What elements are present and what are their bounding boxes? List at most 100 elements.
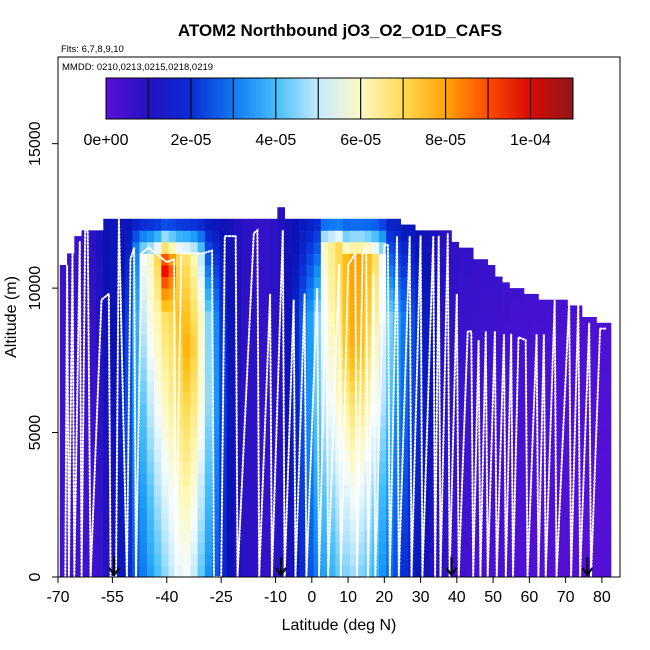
heatmap-cell	[233, 299, 242, 312]
heatmap-cell	[299, 218, 307, 231]
heatmap-cell	[342, 392, 351, 405]
heatmap-cell	[262, 276, 271, 289]
heatmap-cell	[291, 357, 300, 370]
heatmap-cell	[248, 311, 256, 324]
heatmap-cell	[117, 322, 126, 335]
heatmap-cell	[146, 530, 155, 543]
heatmap-cell	[190, 438, 198, 451]
heatmap-cell	[226, 345, 235, 358]
heatmap-cell	[190, 276, 198, 289]
heatmap-cell	[81, 334, 90, 347]
heatmap-cell	[139, 230, 148, 243]
heatmap-cell	[277, 496, 286, 509]
heatmap-cell	[523, 403, 532, 416]
heatmap-cell	[458, 299, 467, 312]
heatmap-cell	[88, 461, 97, 474]
heatmap-cell	[226, 265, 235, 277]
heatmap-cell	[175, 484, 184, 497]
heatmap-cell	[190, 530, 198, 543]
heatmap-cell	[183, 230, 191, 243]
heatmap-cell	[291, 276, 300, 289]
heatmap-cell	[212, 565, 220, 578]
heatmap-cell	[255, 461, 264, 474]
heatmap-cell	[306, 322, 315, 335]
heatmap-cell	[284, 265, 293, 277]
heatmap-cell	[204, 392, 213, 405]
heatmap-cell	[146, 507, 155, 520]
heatmap-cell	[531, 322, 539, 335]
heatmap-cell	[386, 218, 394, 231]
heatmap-cell	[81, 392, 90, 405]
heatmap-cell	[400, 230, 409, 243]
heatmap-cell	[248, 426, 256, 439]
heatmap-cell	[204, 345, 213, 358]
heatmap-cell	[204, 357, 213, 370]
heatmap-cell	[277, 403, 286, 416]
heatmap-cell	[197, 473, 206, 485]
heatmap-cell	[96, 230, 104, 243]
heatmap-cell	[125, 530, 133, 543]
heatmap-cell	[175, 519, 184, 532]
heatmap-cell	[59, 311, 68, 324]
heatmap-cell	[560, 519, 568, 532]
heatmap-cell	[103, 496, 111, 509]
x-tick-label: 70	[557, 589, 575, 606]
heatmap-cell	[574, 507, 583, 520]
heatmap-cell	[168, 403, 177, 416]
heatmap-cell	[233, 218, 242, 231]
heatmap-cell	[226, 426, 235, 439]
heatmap-cell	[422, 241, 431, 254]
heatmap-cell	[262, 438, 271, 451]
heatmap-cell	[103, 473, 111, 485]
heatmap-cell	[306, 288, 315, 301]
heatmap-cell	[233, 253, 242, 266]
heatmap-cell	[581, 553, 590, 566]
heatmap-cell	[262, 322, 271, 335]
heatmap-cell	[161, 369, 169, 381]
heatmap-cell	[270, 357, 278, 370]
heatmap-cell	[299, 553, 307, 566]
heatmap-cell	[313, 553, 322, 566]
heatmap-cell	[284, 415, 293, 428]
heatmap-cell	[132, 403, 140, 416]
heatmap-cell	[523, 311, 532, 324]
heatmap-cell	[96, 380, 104, 393]
x-tick-label: 40	[448, 589, 466, 606]
heatmap-cell	[277, 207, 286, 220]
heatmap-cell	[204, 530, 213, 543]
heatmap-cell	[81, 369, 90, 381]
x-tick-label: 80	[593, 589, 611, 606]
heatmap-cell	[168, 276, 177, 289]
heatmap-cell	[270, 565, 278, 578]
heatmap-cell	[400, 253, 409, 266]
heatmap-cell	[277, 415, 286, 428]
heatmap-cell	[161, 542, 169, 555]
heatmap-cell	[248, 473, 256, 485]
heatmap-cell	[175, 218, 184, 231]
heatmap-cell	[386, 311, 394, 324]
heatmap-cell	[190, 253, 198, 266]
heatmap-cell	[233, 334, 242, 347]
x-tick-label: -25	[210, 589, 233, 606]
heatmap-cell	[81, 357, 90, 370]
heatmap-cell	[400, 224, 409, 231]
heatmap-cell	[161, 507, 169, 520]
heatmap-cell	[175, 507, 184, 520]
heatmap-cell	[88, 426, 97, 439]
heatmap-cell	[248, 519, 256, 532]
heatmap-cell	[516, 473, 525, 485]
heatmap-cell	[284, 230, 293, 243]
colorbar-segment	[360, 77, 404, 120]
heatmap-cell	[328, 265, 336, 277]
heatmap-cell	[190, 299, 198, 312]
heatmap-cell	[67, 553, 75, 566]
heatmap-cell	[393, 473, 402, 485]
heatmap-cell	[291, 334, 300, 347]
heatmap-cell	[125, 311, 133, 324]
colorbar-segment	[402, 77, 447, 120]
heatmap-cell	[117, 218, 126, 231]
heatmap-cell	[262, 311, 271, 324]
heatmap-cell	[96, 288, 104, 301]
heatmap-cell	[59, 496, 68, 509]
heatmap-cell	[255, 403, 264, 416]
